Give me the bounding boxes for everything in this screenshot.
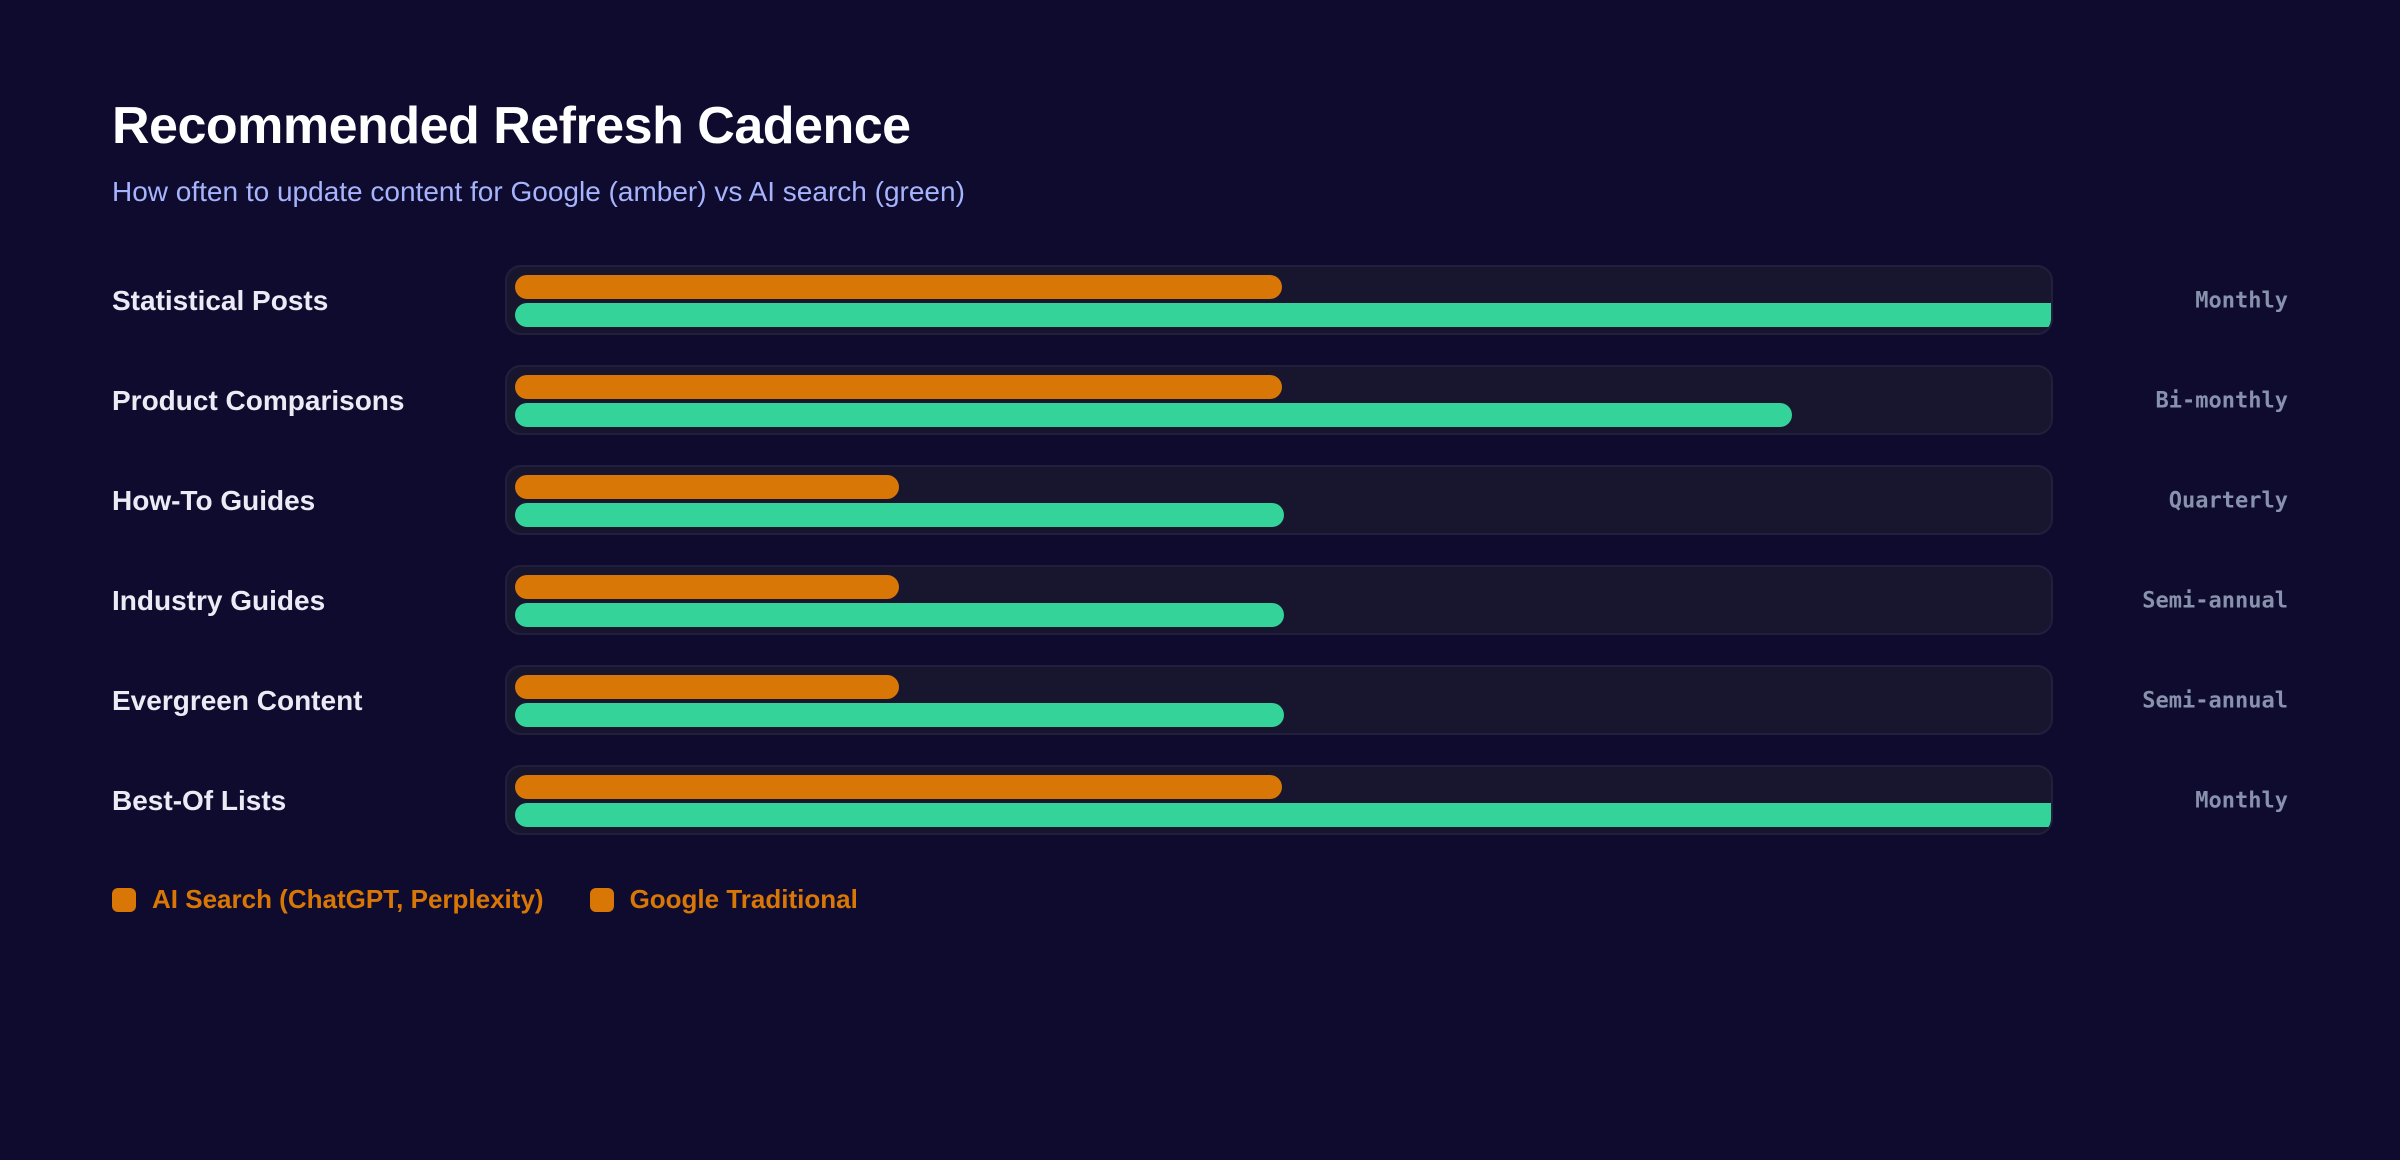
category-label: Industry Guides xyxy=(112,585,326,616)
bar-row: How-To Guides Quarterly xyxy=(112,465,2288,537)
legend-swatch xyxy=(589,887,614,912)
bar-track xyxy=(505,265,2053,335)
bar-row: Evergreen Content Semi-annual xyxy=(112,665,2288,737)
bar-ai-search xyxy=(515,303,2051,327)
bar-google xyxy=(515,475,899,499)
cadence-label: Bi-monthly xyxy=(2155,388,2288,414)
legend-swatch xyxy=(112,887,136,912)
bar-google xyxy=(515,275,1282,299)
cadence-label: Monthly xyxy=(2195,288,2288,314)
bar-track xyxy=(505,465,2053,535)
bar-track xyxy=(505,665,2053,735)
category-label: Best-Of Lists xyxy=(112,785,287,816)
bar-row: Best-Of Lists Monthly xyxy=(112,765,2288,837)
category-label: Statistical Posts xyxy=(112,285,329,316)
bar-ai-search xyxy=(515,603,1284,627)
bar-google xyxy=(515,375,1282,399)
bar-track xyxy=(505,365,2053,435)
chart-subtitle: How often to update content for Google (… xyxy=(112,176,965,207)
category-label: Product Comparisons xyxy=(112,385,405,416)
bar-track xyxy=(505,565,2053,635)
bar-row: Industry Guides Semi-annual xyxy=(112,565,2288,637)
cadence-label: Quarterly xyxy=(2168,488,2288,514)
chart-title: Recommended Refresh Cadence xyxy=(112,97,911,155)
legend-item-google: Google Traditional xyxy=(589,884,858,915)
bar-row: Statistical Posts Monthly xyxy=(112,265,2288,337)
cadence-label: Monthly xyxy=(2195,788,2288,814)
cadence-label: Semi-annual xyxy=(2142,688,2288,714)
bar-track xyxy=(505,765,2053,835)
bar-ai-search xyxy=(515,703,1284,727)
category-label: Evergreen Content xyxy=(112,685,363,716)
legend-label: AI Search (ChatGPT, Perplexity) xyxy=(152,884,544,914)
legend-item-ai-search: AI Search (ChatGPT, Perplexity) xyxy=(112,884,544,915)
legend: AI Search (ChatGPT, Perplexity) Google T… xyxy=(112,884,904,915)
cadence-label: Semi-annual xyxy=(2142,588,2288,614)
bar-ai-search xyxy=(515,403,1792,427)
bar-ai-search xyxy=(515,503,1284,527)
bar-google xyxy=(515,575,899,599)
bar-google xyxy=(515,775,1282,799)
bar-google xyxy=(515,675,899,699)
bar-ai-search xyxy=(515,803,2051,827)
bar-row: Product Comparisons Bi-monthly xyxy=(112,365,2288,437)
legend-label: Google Traditional xyxy=(629,884,858,914)
category-label: How-To Guides xyxy=(112,485,316,516)
